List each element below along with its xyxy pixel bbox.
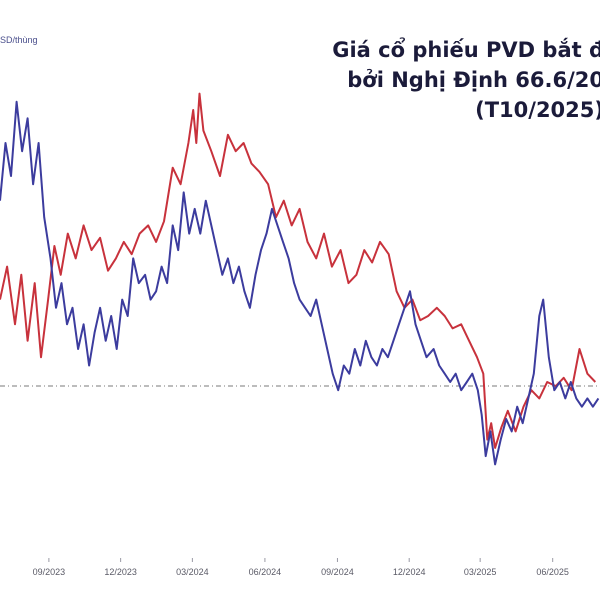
x-tick-label: 12/2023 <box>104 567 137 577</box>
series-line-red <box>0 92 597 449</box>
x-tick-label: 12/2024 <box>393 567 426 577</box>
chart-title-line-2: bởi Nghị Định 66.6/20 <box>347 68 600 92</box>
chart-title-line-1: Giá cổ phiếu PVD bắt đ <box>332 38 600 62</box>
x-tick-label: 03/2025 <box>464 567 497 577</box>
chart-title-line-3: (T10/2025) <box>475 98 600 122</box>
x-tick-label: 06/2025 <box>536 567 569 577</box>
x-tick-label: 06/2024 <box>249 567 282 577</box>
y-axis-unit-label: SD/thùng <box>0 35 38 45</box>
series-line-blue <box>0 100 600 466</box>
x-tick-label: 09/2023 <box>33 567 66 577</box>
x-tick-label: 09/2024 <box>321 567 354 577</box>
x-tick-label: 03/2024 <box>176 567 209 577</box>
